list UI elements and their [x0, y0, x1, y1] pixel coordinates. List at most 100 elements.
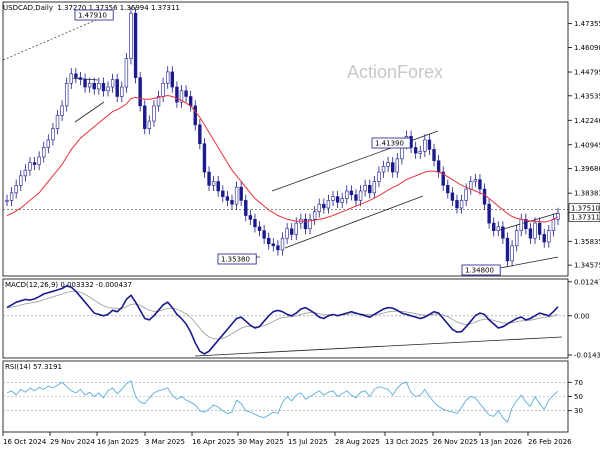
candle-body	[216, 181, 220, 192]
candle-body	[51, 128, 55, 141]
x-tick-label: 29 Nov 2024	[50, 438, 95, 446]
candle-body	[138, 77, 142, 107]
candle-body	[363, 184, 367, 192]
candle-body	[87, 82, 92, 88]
candle-body	[358, 190, 363, 201]
rsi-title: RSI(14) 57.3191	[5, 363, 62, 371]
price-y-tick-label: 1.44795	[574, 69, 600, 77]
x-tick-label: 16 Jan 2025	[97, 438, 139, 446]
x-tick-label: 28 Aug 2025	[335, 438, 380, 446]
price-y-tick-label: 1.46090	[574, 44, 600, 52]
candle-body	[335, 196, 340, 203]
candle-body	[533, 222, 537, 239]
macd-y-tick-label: 0.012472	[574, 278, 600, 286]
price-pane: 1.47355 1.46090 1.44795 1.43535 1.42240 1.409…	[2, 1, 600, 277]
candle-body	[340, 198, 344, 203]
x-tick-label: 26 Feb 2026	[528, 438, 572, 446]
x-tick-label: 15 Jul 2025	[288, 438, 328, 446]
price-y-tick-label: 1.43535	[574, 92, 600, 100]
macd-signal-line	[6, 291, 559, 340]
candle-body	[427, 139, 432, 150]
candle-body	[501, 226, 505, 239]
candle-body	[492, 222, 496, 231]
label-low-1: 1.35380	[221, 256, 250, 264]
candle-body	[170, 71, 174, 88]
rsi-y-tick-label: 70	[574, 379, 583, 387]
last-close-label: 1.37311	[571, 213, 600, 221]
price-y-tick-label: 1.47355	[574, 20, 600, 28]
candle-body	[285, 228, 289, 239]
candle-body	[478, 179, 482, 190]
candle-body	[308, 219, 312, 230]
label-high-2: 1.41390	[375, 140, 404, 148]
channel-lower-line	[284, 195, 424, 249]
price-y-tick-label: 1.42240	[574, 117, 600, 125]
moving-average-line	[6, 94, 559, 223]
candle-body	[551, 219, 556, 231]
candle-body	[161, 82, 165, 97]
candle-body	[455, 200, 459, 209]
recent-upper-line	[499, 212, 559, 231]
macd-line	[6, 284, 559, 355]
candle-body	[469, 181, 473, 190]
candle-body	[514, 230, 519, 247]
candle-body	[446, 184, 450, 194]
chart-header: USDCAD,Daily 1.37270 1.37356 1.36994 1.3…	[3, 4, 180, 12]
x-tick-label: 26 Nov 2025	[433, 438, 478, 446]
candle-body	[262, 230, 266, 239]
wedge-top-line	[69, 77, 99, 81]
candle-body	[37, 156, 41, 165]
candle-body	[381, 166, 386, 173]
symbol-label: USDCAD,Daily	[3, 4, 53, 12]
channel-upper-line	[271, 130, 439, 192]
candle-body	[106, 86, 110, 92]
rsi-y-tick-label: 50	[574, 393, 583, 401]
candle-body	[101, 82, 106, 92]
label-low-2: 1.34800	[465, 267, 494, 275]
watermark: ActionForex	[347, 62, 443, 82]
x-tick-label: 30 May 2025	[238, 438, 284, 446]
candle-body	[423, 139, 427, 152]
candle-body	[42, 147, 46, 158]
macd-y-tick-label: -0.014389	[574, 351, 600, 359]
label-low-2-box	[461, 264, 501, 276]
price-frame	[2, 1, 569, 277]
candle-body	[482, 188, 487, 205]
label-high-1-box	[74, 9, 114, 21]
candle-body	[129, 12, 133, 59]
candle-body	[46, 139, 51, 148]
candle-body	[459, 200, 464, 209]
candle-body	[166, 71, 170, 84]
macd-trendline	[194, 336, 563, 357]
current-price-label: 1.37510	[571, 205, 600, 213]
candle-body	[179, 90, 184, 103]
label-high-2-box	[371, 137, 411, 149]
candle-body	[312, 211, 317, 220]
candle-body	[505, 237, 510, 262]
candle-body	[221, 190, 225, 197]
candle-body	[537, 222, 542, 235]
candle-body	[368, 184, 372, 194]
candle-body	[248, 215, 253, 220]
x-axis: 16 Oct 2024 29 Nov 2024 16 Jan 2025 3 Mar 2…	[2, 432, 572, 446]
candle-body	[202, 143, 207, 173]
candle-body	[156, 96, 161, 107]
price-y-tick-label: 1.39680	[574, 165, 600, 173]
candle-body	[5, 200, 9, 202]
candle-body	[74, 73, 78, 78]
candle-body	[267, 237, 271, 245]
candle-body	[253, 219, 257, 228]
candle-body	[147, 120, 152, 129]
candle-body	[239, 186, 243, 201]
x-tick-label: 3 Mar 2025	[145, 438, 185, 446]
candle-body	[234, 186, 239, 205]
candle-body	[14, 184, 18, 194]
candle-body	[184, 90, 188, 97]
candle-body	[510, 245, 514, 262]
macd-y-tick-label: 0.00	[574, 312, 590, 320]
candle-body	[354, 194, 358, 201]
candle-body	[377, 171, 381, 182]
candle-body	[55, 115, 60, 129]
candle-body	[390, 162, 395, 173]
candle-body	[289, 228, 294, 235]
